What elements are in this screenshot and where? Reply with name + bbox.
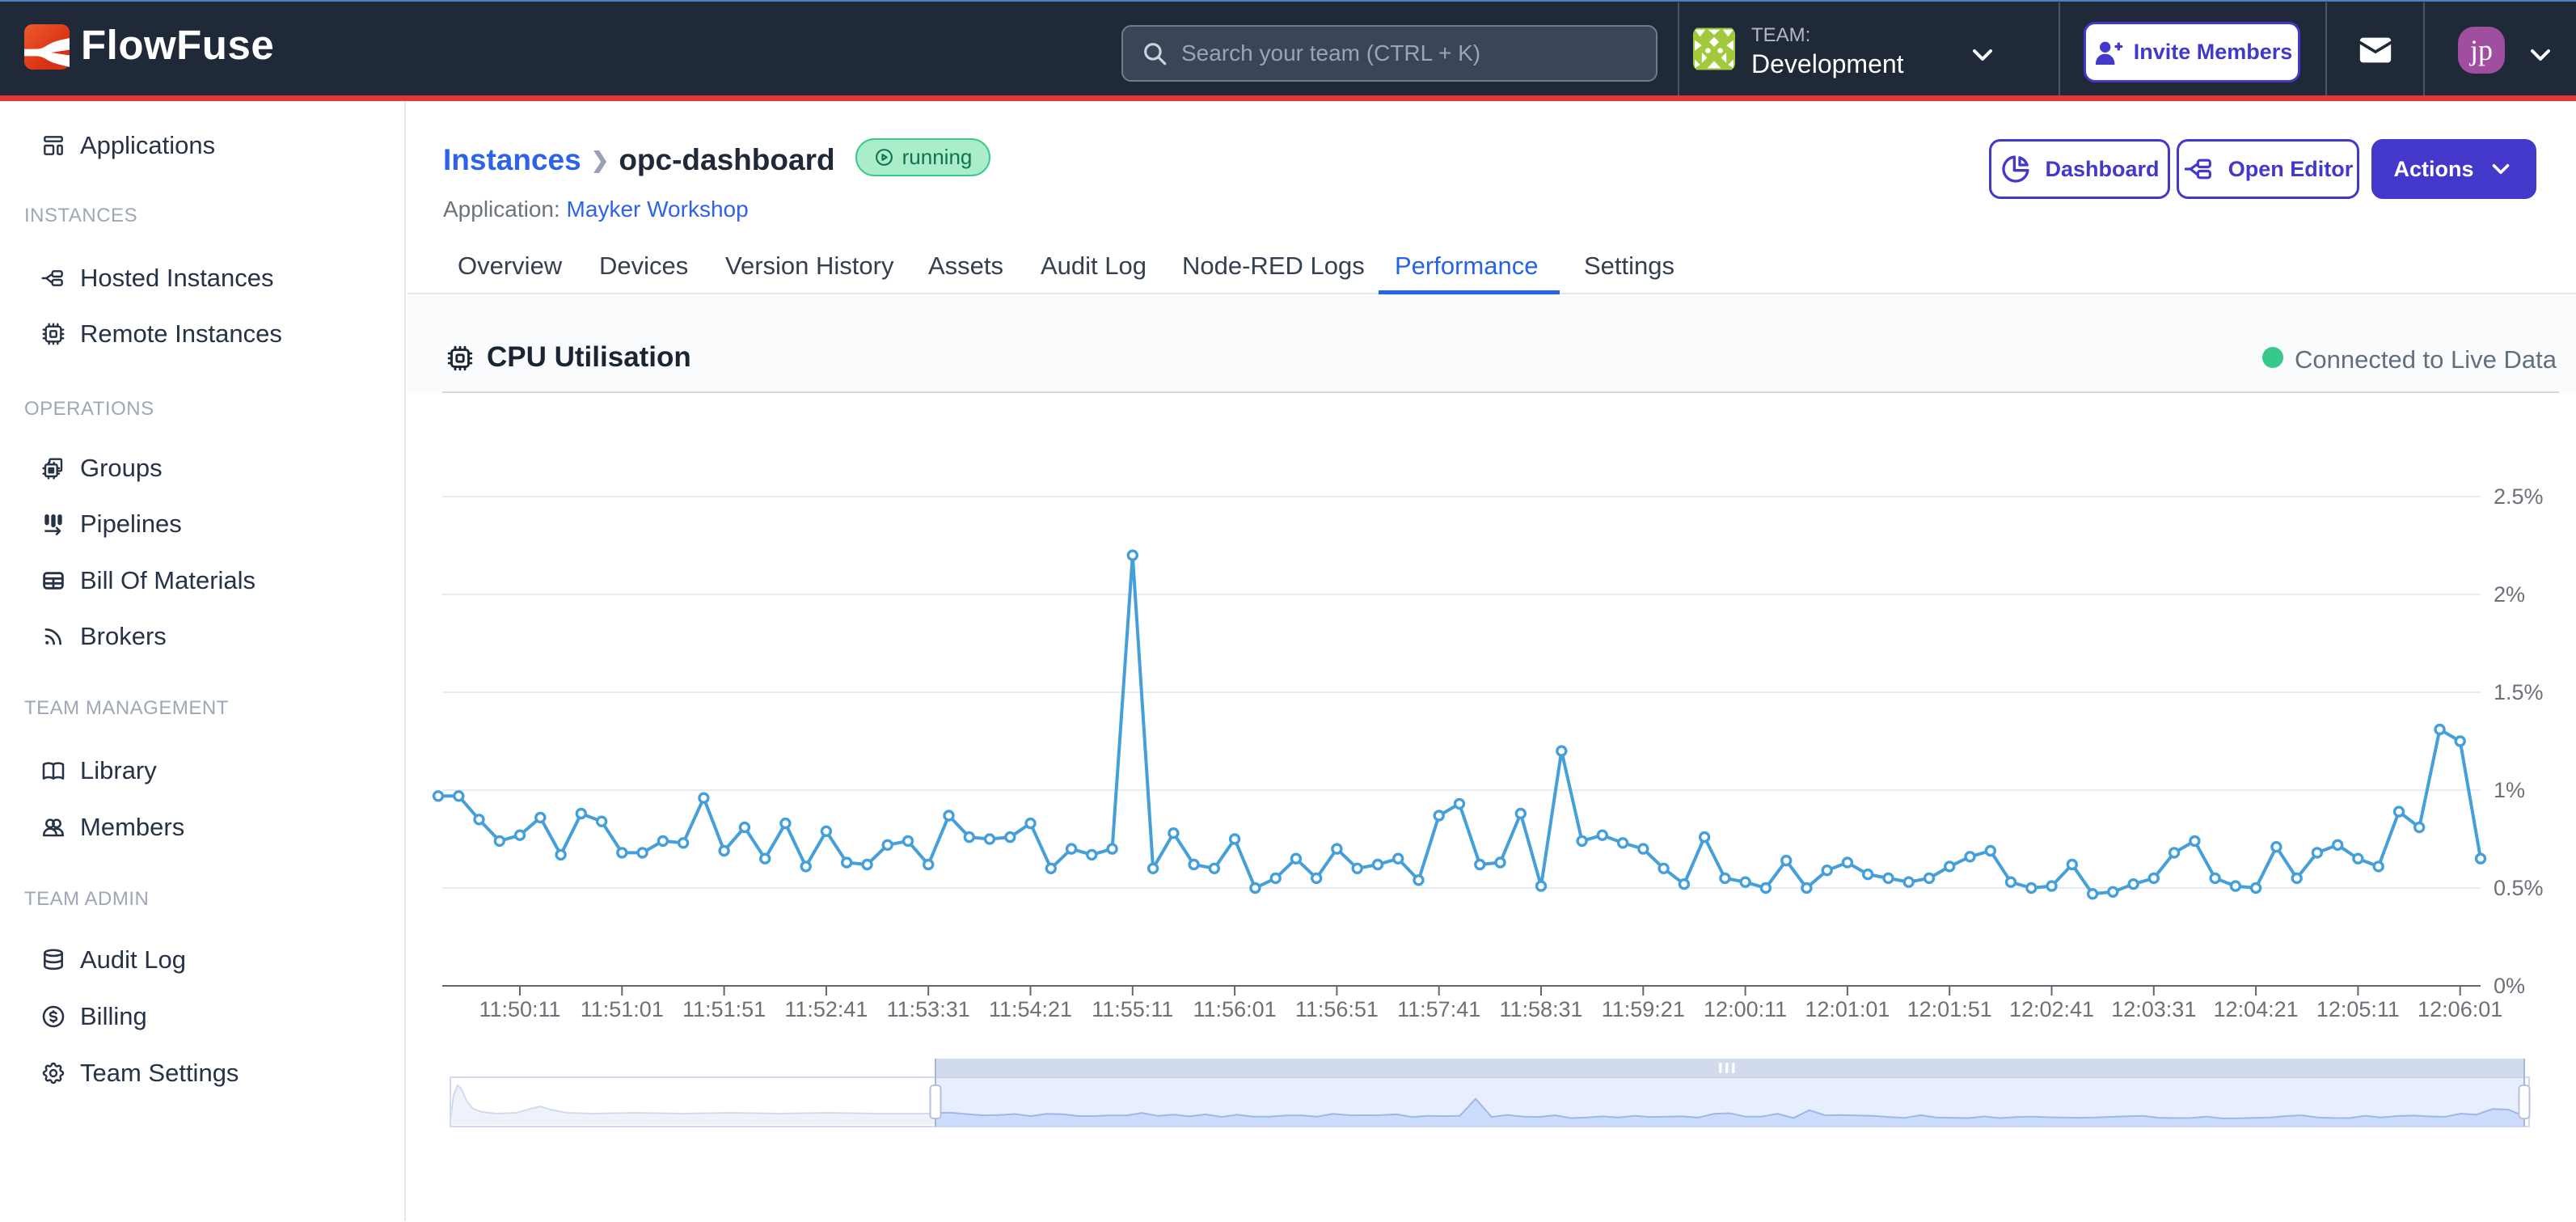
svg-text:11:51:01: 11:51:01 xyxy=(581,997,664,1021)
svg-text:11:56:51: 11:56:51 xyxy=(1295,997,1379,1021)
svg-text:11:53:31: 11:53:31 xyxy=(887,997,970,1021)
svg-text:11:54:21: 11:54:21 xyxy=(989,997,1072,1021)
svg-text:12:02:41: 12:02:41 xyxy=(2009,997,2094,1021)
svg-text:1.5%: 1.5% xyxy=(2494,680,2544,704)
svg-text:0%: 0% xyxy=(2494,974,2525,998)
svg-text:2%: 2% xyxy=(2494,582,2525,607)
svg-text:12:01:01: 12:01:01 xyxy=(1805,997,1890,1021)
svg-text:11:51:51: 11:51:51 xyxy=(682,997,766,1021)
svg-text:0.5%: 0.5% xyxy=(2494,876,2544,900)
svg-text:11:58:31: 11:58:31 xyxy=(1499,997,1582,1021)
svg-text:1%: 1% xyxy=(2494,778,2525,802)
svg-text:11:59:21: 11:59:21 xyxy=(1602,997,1685,1021)
svg-text:11:55:11: 11:55:11 xyxy=(1092,997,1173,1021)
svg-text:12:00:11: 12:00:11 xyxy=(1704,997,1787,1021)
svg-text:11:52:41: 11:52:41 xyxy=(784,997,868,1021)
svg-text:12:04:21: 12:04:21 xyxy=(2214,997,2299,1021)
svg-text:11:57:41: 11:57:41 xyxy=(1397,997,1480,1021)
svg-text:12:01:51: 12:01:51 xyxy=(1907,997,1992,1021)
svg-text:11:56:01: 11:56:01 xyxy=(1193,997,1277,1021)
svg-text:12:03:31: 12:03:31 xyxy=(2111,997,2196,1021)
svg-text:2.5%: 2.5% xyxy=(2494,484,2544,509)
svg-text:11:50:11: 11:50:11 xyxy=(479,997,560,1021)
svg-text:12:06:01: 12:06:01 xyxy=(2418,997,2502,1021)
svg-text:12:05:11: 12:05:11 xyxy=(2316,997,2400,1021)
